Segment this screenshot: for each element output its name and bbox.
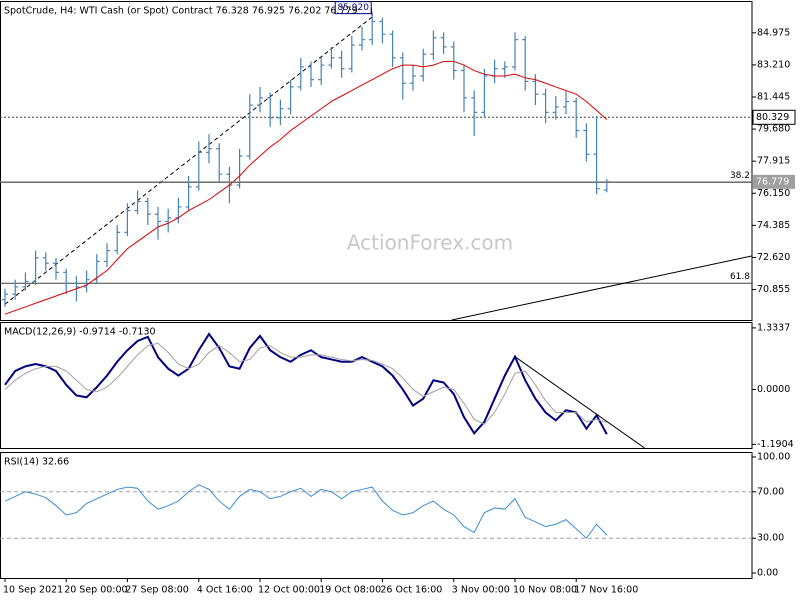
level-label: 61.8 [730, 272, 750, 282]
y-tick-label: 70.855 [757, 284, 790, 295]
y-tick-label: 81.445 [757, 92, 790, 103]
y-tick-label: 76.150 [757, 188, 790, 199]
y-tick-label: 0.00 [757, 568, 778, 579]
panel-title: SpotCrude, H4: WTI Cash (or Spot) Contra… [4, 6, 358, 17]
peak-pointer [370, 7, 373, 16]
price-tag-label: 76.779 [756, 176, 789, 187]
panel-title: RSI(14) 32.66 [4, 457, 69, 468]
y-tick-label: 72.620 [757, 252, 790, 263]
x-tick-label: 3 Nov 00:00 [452, 585, 510, 596]
x-tick-label: 27 Sep 08:00 [125, 585, 188, 596]
y-tick-label: 79.680 [757, 124, 790, 135]
y-tick-label: 30.00 [757, 533, 784, 544]
trendline [4, 16, 373, 305]
moving-average [4, 60, 608, 315]
panel-frame [0, 1, 753, 321]
macd-line [4, 332, 608, 435]
price-tag [753, 174, 795, 189]
x-tick-label: 12 Oct 00:00 [258, 585, 320, 596]
x-tick-label: 19 Oct 08:00 [319, 585, 381, 596]
macd-line [4, 342, 607, 425]
y-tick-label: 84.975 [757, 27, 790, 38]
y-tick-label: -1.1904 [757, 439, 794, 450]
y-tick-label: 83.210 [757, 59, 790, 70]
y-tick-label: 1.3337 [757, 322, 790, 333]
y-tick-label: 100.00 [757, 451, 790, 462]
x-tick-label: 4 Oct 16:00 [197, 585, 253, 596]
trendline [451, 255, 752, 321]
peak-label: 85.920 [337, 3, 369, 13]
level-label: 38.2 [730, 171, 750, 181]
x-tick-label: 17 Nov 16:00 [574, 585, 638, 596]
x-tick-label: 20 Sep 00:00 [64, 585, 127, 596]
y-tick-label: 74.385 [757, 220, 790, 231]
y-tick-label: 0.0000 [757, 384, 790, 395]
x-tick-label: 10 Sep 2021 [3, 585, 63, 596]
y-tick-label: 77.915 [757, 156, 790, 167]
panel-frame [0, 452, 753, 579]
x-tick-label: 26 Oct 16:00 [380, 585, 442, 596]
level-tag-label: 80.329 [756, 112, 789, 123]
level-tag [752, 109, 796, 125]
y-tick-label: 70.00 [757, 486, 784, 497]
panel-title: MACD(12,26,9) -0.9714 -0.7130 [4, 327, 156, 338]
rsi-line [4, 484, 608, 539]
x-tick-label: 10 Nov 08:00 [513, 585, 577, 596]
trendline [514, 356, 645, 449]
panel-frame [0, 322, 753, 449]
watermark: ActionForex.com [347, 231, 513, 255]
